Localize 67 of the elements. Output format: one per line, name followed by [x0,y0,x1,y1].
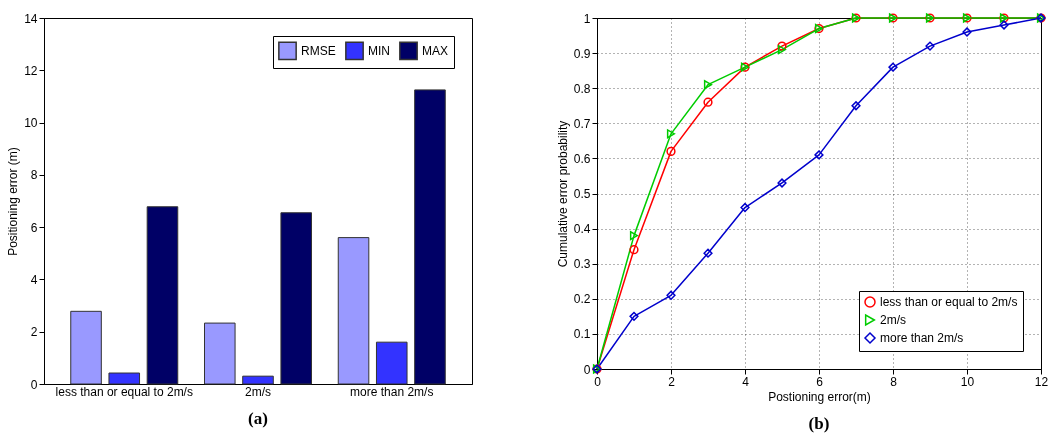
point [777,44,787,55]
bar [280,212,312,385]
point [703,248,713,258]
point [703,80,713,90]
legend-label: MAX [422,43,449,58]
bar [204,322,236,385]
x-tick-label: 10 [960,374,975,389]
bar [375,341,408,385]
y-tick-label: 0.4 [573,222,591,237]
point [962,27,972,37]
point [629,311,639,321]
x-tick-label: 2 [668,374,676,389]
point [629,245,639,255]
legend-label: MIN [368,43,390,58]
legend-label: RMSE [301,43,336,58]
y-tick-label: 4 [30,272,38,287]
x-tick-label: 2m/s [244,384,272,399]
text: (a) [248,409,268,428]
bar [242,375,274,385]
point [851,101,861,111]
x-axis-title: Postioning error(m) [768,389,871,404]
y-tick-label: 0.1 [573,327,591,342]
bar [108,372,141,385]
y-tick-label: 8 [30,168,38,183]
x-tick-label: more than 2m/s [350,384,434,399]
x-tick-label: 4 [742,374,750,389]
y-axis-title: Positioning error (m) [6,147,21,256]
y-tick-label: 6 [30,220,38,235]
text: (b) [808,414,830,433]
x-tick-label: 0 [594,374,602,389]
y-tick-label: 0.3 [573,257,591,272]
point [666,146,676,156]
legend-label: more than 2m/s [880,331,964,345]
bar [414,89,446,385]
legend-label: less than or equal to 2m/s [880,295,1018,309]
point [666,290,676,300]
y-tick-label: 0.2 [573,292,591,307]
x-tick-label: less than or equal to 2m/s [55,384,193,399]
y-tick-label: 0.9 [573,46,591,61]
point [999,20,1009,30]
y-tick-label: 0 [583,362,591,377]
x-tick-label: 8 [890,374,898,389]
point [814,150,824,160]
x-tick-label: 12 [1034,374,1049,389]
point [740,202,750,213]
y-tick-label: 0.6 [573,151,591,166]
legend-label: 2m/s [880,313,907,327]
y-tick-label: 1 [583,11,591,26]
bar [70,310,102,385]
y-axis-title: Cumulative error probability [555,120,570,268]
x-tick-label: 6 [816,374,824,389]
point [777,178,787,188]
bar [146,206,179,385]
y-tick-label: 14 [24,11,38,26]
point [629,231,639,241]
y-tick-label: 0.7 [573,116,591,131]
point [888,62,898,72]
y-tick-label: 12 [24,63,38,78]
point [777,41,787,51]
point [925,41,935,51]
y-tick-label: 0.8 [573,81,591,96]
y-tick-label: 0.5 [573,187,591,201]
y-tick-label: 10 [24,116,38,131]
bar [337,237,370,385]
point [703,97,713,107]
point [666,129,676,139]
y-tick-label: 2 [30,325,38,340]
